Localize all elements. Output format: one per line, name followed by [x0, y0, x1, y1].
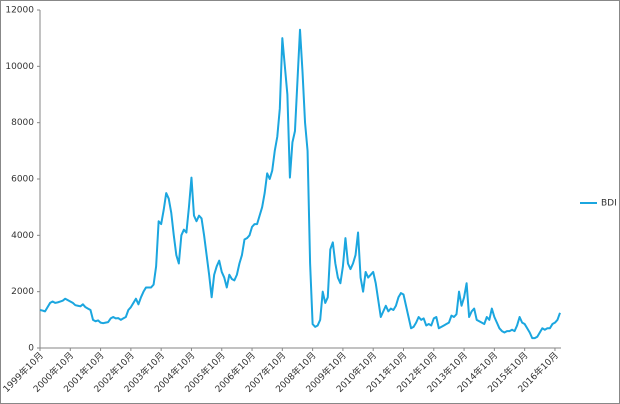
y-tick-label: 4000	[11, 231, 34, 241]
line-series	[39, 28, 561, 340]
y-tick-label: 10000	[5, 62, 34, 72]
y-tick-label: 2000	[11, 287, 34, 297]
y-tick-label: 6000	[11, 175, 34, 185]
y-tick-label: 8000	[11, 118, 34, 128]
legend-label: BDI	[601, 199, 617, 209]
y-tick-label: 12000	[5, 6, 34, 16]
y-tick-label: 0	[28, 344, 34, 354]
